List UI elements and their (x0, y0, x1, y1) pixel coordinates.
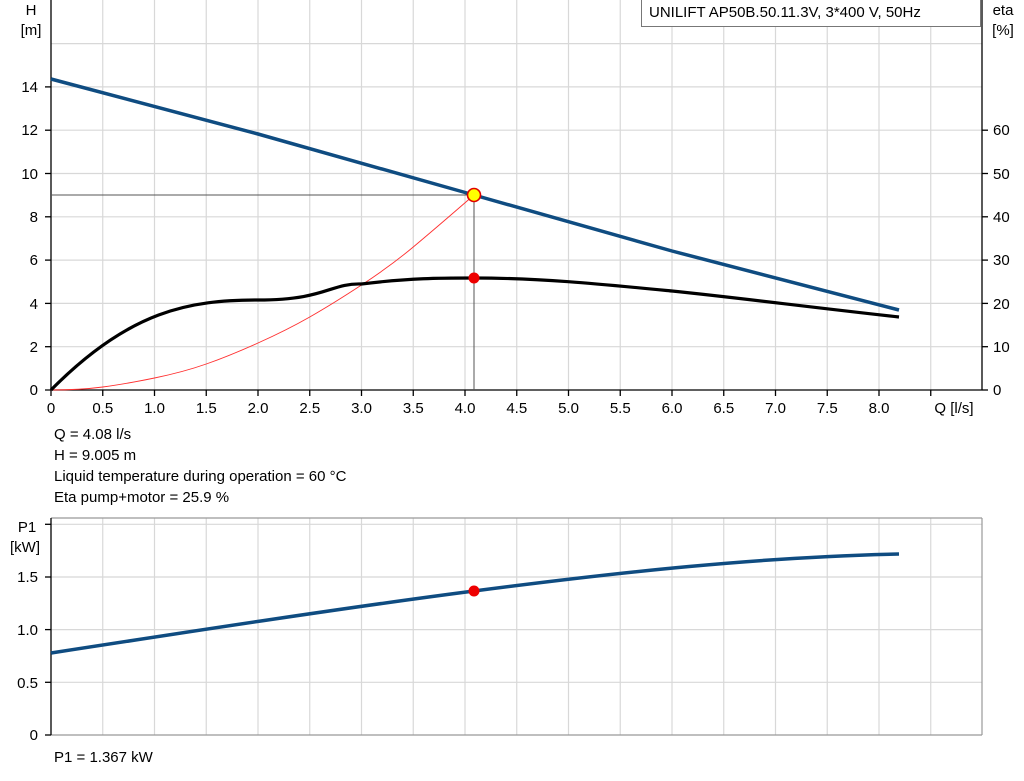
head-value: H = 9.005 m (54, 447, 137, 464)
duty-point-marker[interactable] (466, 187, 482, 203)
svg-text:0: 0 (993, 382, 1001, 399)
svg-text:2.0: 2.0 (248, 400, 269, 417)
svg-text:60: 60 (993, 122, 1010, 139)
p1-axis-unit: [kW] (10, 539, 40, 556)
svg-text:50: 50 (993, 166, 1010, 183)
svg-text:1.5: 1.5 (17, 569, 38, 586)
bottom-chart-axes (45, 517, 983, 736)
svg-text:14: 14 (21, 79, 38, 96)
svg-text:30: 30 (993, 252, 1010, 269)
duty-point-info: Q = 4.08 l/s H = 9.005 m Liquid temperat… (54, 424, 346, 508)
svg-text:7.5: 7.5 (817, 400, 838, 417)
svg-text:40: 40 (993, 209, 1010, 226)
svg-text:1.0: 1.0 (17, 622, 38, 639)
y2-axis-unit-pct: [%] (992, 22, 1014, 39)
flow-value: Q = 4.08 l/s (54, 426, 132, 443)
y-axis-label-h: H (26, 2, 37, 19)
svg-text:8.0: 8.0 (869, 400, 890, 417)
svg-text:2: 2 (30, 339, 38, 356)
svg-text:8: 8 (30, 209, 38, 226)
top-chart-grid (51, 0, 982, 390)
liquid-temperature: Liquid temperature during operation = 60… (54, 468, 347, 485)
p1-tick-labels: 0 0.5 1.0 1.5 (17, 569, 38, 744)
chart-title: UNILIFT AP50B.50.11.3V, 3*400 V, 50Hz (641, 0, 981, 27)
p1-axis-label: P1 (18, 519, 36, 536)
x-axis-label: Q [l/s] (934, 400, 973, 417)
svg-text:4: 4 (30, 296, 38, 313)
svg-text:10: 10 (21, 166, 38, 183)
x-tick-labels: 0 0.5 1.0 1.5 2.0 2.5 3.0 3.5 4.0 4.5 5.… (47, 400, 974, 417)
svg-text:5.5: 5.5 (610, 400, 631, 417)
svg-text:10: 10 (993, 339, 1010, 356)
p1-duty-marker (468, 585, 480, 597)
svg-text:6: 6 (30, 252, 38, 269)
svg-text:4.5: 4.5 (506, 400, 527, 417)
p1-curve (50, 552, 900, 655)
eta-curve (49, 276, 900, 392)
svg-text:0: 0 (47, 400, 55, 417)
duty-point-crosshair (51, 194, 475, 390)
svg-text:2.5: 2.5 (299, 400, 320, 417)
y-right-tick-labels: 0 10 20 30 40 50 60 (993, 122, 1010, 399)
efficiency-value: Eta pump+motor = 25.9 % (54, 489, 230, 506)
svg-text:0.5: 0.5 (92, 400, 113, 417)
svg-text:5.0: 5.0 (558, 400, 579, 417)
svg-text:20: 20 (993, 296, 1010, 313)
y-left-tick-labels: 0 2 4 6 8 10 12 14 (21, 79, 38, 399)
svg-text:0: 0 (30, 382, 38, 399)
svg-text:1.5: 1.5 (196, 400, 217, 417)
svg-text:7.0: 7.0 (765, 400, 786, 417)
p1-value: P1 = 1.367 kW (54, 749, 153, 766)
power-info: P1 = 1.367 kW (54, 747, 153, 768)
svg-text:12: 12 (21, 122, 38, 139)
svg-text:6.5: 6.5 (713, 400, 734, 417)
svg-text:0: 0 (30, 727, 38, 744)
y2-axis-label-eta: eta (993, 2, 1015, 19)
bottom-chart-grid (51, 518, 982, 735)
svg-text:3.0: 3.0 (351, 400, 372, 417)
svg-text:1.0: 1.0 (144, 400, 165, 417)
eta-duty-marker (468, 272, 480, 284)
svg-text:0.5: 0.5 (17, 675, 38, 692)
svg-text:3.5: 3.5 (403, 400, 424, 417)
system-curve (50, 194, 475, 391)
svg-text:6.0: 6.0 (662, 400, 683, 417)
y-axis-unit-m: [m] (21, 22, 42, 39)
svg-text:4.0: 4.0 (455, 400, 476, 417)
